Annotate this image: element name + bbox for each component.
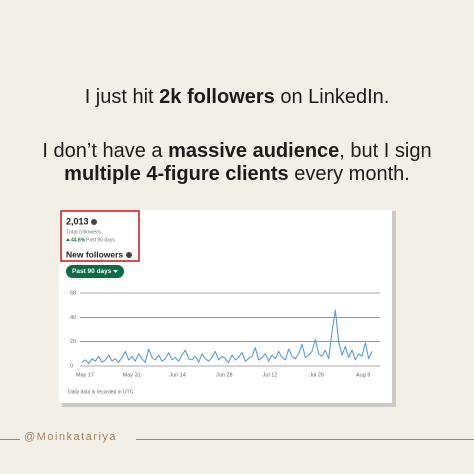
highlight-box bbox=[60, 210, 140, 262]
headline-line: I don’t have a massive audience, but I s… bbox=[0, 140, 474, 163]
dropdown-icon bbox=[113, 270, 118, 273]
y-tick-label: 0 bbox=[70, 363, 73, 369]
headline-line: I just hit 2k followers on LinkedIn. bbox=[0, 86, 474, 109]
rule bbox=[0, 439, 20, 440]
label: Total followers bbox=[66, 229, 101, 235]
range-button[interactable] bbox=[66, 265, 124, 278]
x-tick-label: Jul 12 bbox=[263, 372, 278, 378]
bold-text: 2k followers bbox=[159, 86, 275, 108]
rule bbox=[136, 439, 474, 440]
y-tick-label: 20 bbox=[70, 339, 76, 345]
x-tick-label: May 17 bbox=[76, 372, 94, 378]
x-tick-label: Jun 28 bbox=[216, 372, 233, 378]
data-line bbox=[81, 309, 373, 365]
chart-card: 2,013 Total followers 44.6% Past 90 days… bbox=[59, 210, 396, 407]
footer: @Moinkatariya bbox=[0, 430, 474, 450]
card bbox=[59, 210, 392, 403]
range-button-label[interactable]: Past 90 days bbox=[72, 268, 112, 275]
change: 44.6% bbox=[71, 237, 86, 243]
section-title: New followers bbox=[66, 249, 123, 259]
help-icon bbox=[91, 219, 97, 225]
x-tick-label: Jul 26 bbox=[309, 372, 324, 378]
x-tick-label: Aug 9 bbox=[356, 372, 370, 378]
headline-line: multiple 4-figure clients every month. bbox=[0, 163, 474, 186]
bold-text: massive audience bbox=[168, 140, 340, 162]
text: , but I sign bbox=[339, 140, 432, 162]
text: on LinkedIn. bbox=[274, 86, 390, 108]
x-tick-label: Jun 14 bbox=[169, 372, 186, 378]
bold-text: multiple 4-figure clients bbox=[64, 163, 289, 185]
handle: @Moinkatariya bbox=[24, 431, 118, 443]
help-icon bbox=[126, 252, 132, 258]
text: every month. bbox=[288, 163, 410, 185]
x-tick-label: May 31 bbox=[123, 372, 141, 378]
footnote: Daily data is recorded in UTC bbox=[68, 389, 134, 395]
up-icon bbox=[66, 238, 70, 241]
text: I just hit bbox=[84, 86, 160, 108]
change-period: Past 90 days bbox=[86, 237, 115, 243]
y-tick-label: 60 bbox=[70, 290, 76, 296]
text: I don’t have a bbox=[42, 140, 169, 162]
total-followers: 2,013 bbox=[66, 216, 89, 226]
y-tick-label: 40 bbox=[70, 315, 76, 321]
